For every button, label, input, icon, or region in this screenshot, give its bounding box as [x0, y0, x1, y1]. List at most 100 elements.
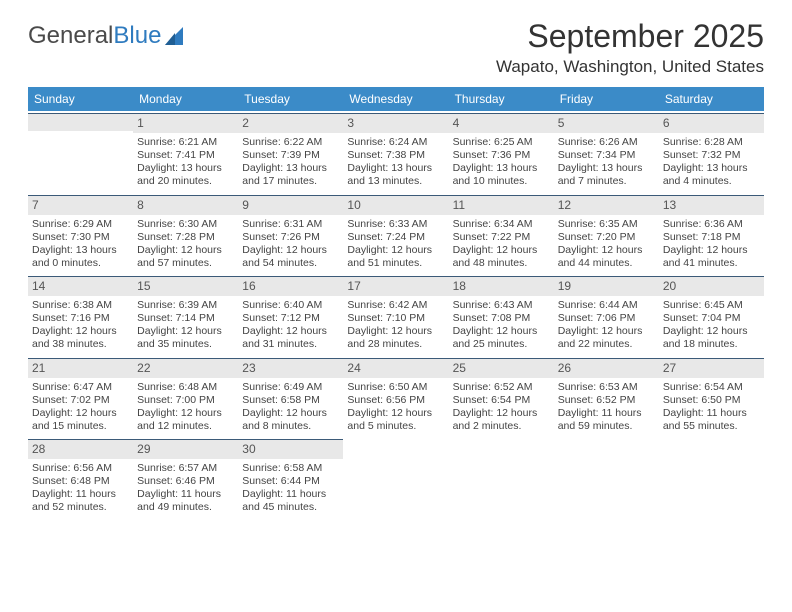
dow-header: Wednesday	[343, 87, 448, 111]
day-cell: 9Sunrise: 6:31 AMSunset: 7:26 PMDaylight…	[238, 193, 343, 275]
day-number: 19	[554, 276, 659, 296]
day-cell: 28Sunrise: 6:56 AMSunset: 6:48 PMDayligh…	[28, 437, 133, 519]
day-cell	[659, 437, 764, 519]
sunset-text: Sunset: 7:02 PM	[32, 394, 129, 407]
day-number: 16	[238, 276, 343, 296]
day-cell: 12Sunrise: 6:35 AMSunset: 7:20 PMDayligh…	[554, 193, 659, 275]
day-cell: 6Sunrise: 6:28 AMSunset: 7:32 PMDaylight…	[659, 111, 764, 193]
day-number: 29	[133, 439, 238, 459]
day-cell: 25Sunrise: 6:52 AMSunset: 6:54 PMDayligh…	[449, 356, 554, 438]
day-cell: 23Sunrise: 6:49 AMSunset: 6:58 PMDayligh…	[238, 356, 343, 438]
sunset-text: Sunset: 7:38 PM	[347, 149, 444, 162]
day-cell: 2Sunrise: 6:22 AMSunset: 7:39 PMDaylight…	[238, 111, 343, 193]
sunrise-text: Sunrise: 6:40 AM	[242, 299, 339, 312]
sunset-text: Sunset: 7:26 PM	[242, 231, 339, 244]
sunrise-text: Sunrise: 6:42 AM	[347, 299, 444, 312]
day-number: 10	[343, 195, 448, 215]
sunset-text: Sunset: 7:20 PM	[558, 231, 655, 244]
daylight-text: Daylight: 12 hours and 48 minutes.	[453, 244, 550, 270]
sunset-text: Sunset: 7:00 PM	[137, 394, 234, 407]
sunrise-text: Sunrise: 6:21 AM	[137, 136, 234, 149]
day-number: 15	[133, 276, 238, 296]
day-number: 27	[659, 358, 764, 378]
dow-row: SundayMondayTuesdayWednesdayThursdayFrid…	[28, 87, 764, 111]
day-number: 18	[449, 276, 554, 296]
sunset-text: Sunset: 7:28 PM	[137, 231, 234, 244]
sunset-text: Sunset: 7:06 PM	[558, 312, 655, 325]
daylight-text: Daylight: 12 hours and 12 minutes.	[137, 407, 234, 433]
sunset-text: Sunset: 7:04 PM	[663, 312, 760, 325]
sunset-text: Sunset: 6:56 PM	[347, 394, 444, 407]
day-number: 28	[28, 439, 133, 459]
daylight-text: Daylight: 13 hours and 0 minutes.	[32, 244, 129, 270]
day-cell: 1Sunrise: 6:21 AMSunset: 7:41 PMDaylight…	[133, 111, 238, 193]
sunrise-text: Sunrise: 6:50 AM	[347, 381, 444, 394]
day-cell: 14Sunrise: 6:38 AMSunset: 7:16 PMDayligh…	[28, 274, 133, 356]
sunset-text: Sunset: 7:14 PM	[137, 312, 234, 325]
day-cell: 8Sunrise: 6:30 AMSunset: 7:28 PMDaylight…	[133, 193, 238, 275]
sunrise-text: Sunrise: 6:36 AM	[663, 218, 760, 231]
sunset-text: Sunset: 6:46 PM	[137, 475, 234, 488]
empty-day-header	[28, 113, 133, 131]
sunset-text: Sunset: 7:18 PM	[663, 231, 760, 244]
day-cell	[343, 437, 448, 519]
sunset-text: Sunset: 7:30 PM	[32, 231, 129, 244]
daylight-text: Daylight: 11 hours and 45 minutes.	[242, 488, 339, 514]
day-number: 9	[238, 195, 343, 215]
daylight-text: Daylight: 11 hours and 59 minutes.	[558, 407, 655, 433]
sunset-text: Sunset: 7:36 PM	[453, 149, 550, 162]
daylight-text: Daylight: 12 hours and 35 minutes.	[137, 325, 234, 351]
logo-sail-icon	[163, 25, 189, 47]
day-number: 23	[238, 358, 343, 378]
day-number: 22	[133, 358, 238, 378]
week-row: 21Sunrise: 6:47 AMSunset: 7:02 PMDayligh…	[28, 356, 764, 438]
daylight-text: Daylight: 12 hours and 8 minutes.	[242, 407, 339, 433]
sunrise-text: Sunrise: 6:52 AM	[453, 381, 550, 394]
day-number: 17	[343, 276, 448, 296]
sunset-text: Sunset: 6:48 PM	[32, 475, 129, 488]
daylight-text: Daylight: 11 hours and 49 minutes.	[137, 488, 234, 514]
daylight-text: Daylight: 12 hours and 44 minutes.	[558, 244, 655, 270]
day-number: 30	[238, 439, 343, 459]
daylight-text: Daylight: 12 hours and 54 minutes.	[242, 244, 339, 270]
day-cell: 10Sunrise: 6:33 AMSunset: 7:24 PMDayligh…	[343, 193, 448, 275]
day-cell: 26Sunrise: 6:53 AMSunset: 6:52 PMDayligh…	[554, 356, 659, 438]
day-cell	[449, 437, 554, 519]
sunset-text: Sunset: 7:10 PM	[347, 312, 444, 325]
week-row: 28Sunrise: 6:56 AMSunset: 6:48 PMDayligh…	[28, 437, 764, 519]
calendar-page: GeneralBlue September 2025 Wapato, Washi…	[0, 0, 792, 529]
day-number: 20	[659, 276, 764, 296]
sunrise-text: Sunrise: 6:22 AM	[242, 136, 339, 149]
daylight-text: Daylight: 13 hours and 10 minutes.	[453, 162, 550, 188]
daylight-text: Daylight: 12 hours and 5 minutes.	[347, 407, 444, 433]
title-block: September 2025 Wapato, Washington, Unite…	[496, 18, 764, 77]
day-cell: 17Sunrise: 6:42 AMSunset: 7:10 PMDayligh…	[343, 274, 448, 356]
sunrise-text: Sunrise: 6:43 AM	[453, 299, 550, 312]
day-number: 12	[554, 195, 659, 215]
sunset-text: Sunset: 6:52 PM	[558, 394, 655, 407]
dow-header: Saturday	[659, 87, 764, 111]
day-cell	[28, 111, 133, 193]
day-number: 21	[28, 358, 133, 378]
daylight-text: Daylight: 12 hours and 18 minutes.	[663, 325, 760, 351]
day-cell: 27Sunrise: 6:54 AMSunset: 6:50 PMDayligh…	[659, 356, 764, 438]
sunrise-text: Sunrise: 6:44 AM	[558, 299, 655, 312]
sunrise-text: Sunrise: 6:34 AM	[453, 218, 550, 231]
day-number: 11	[449, 195, 554, 215]
day-cell: 16Sunrise: 6:40 AMSunset: 7:12 PMDayligh…	[238, 274, 343, 356]
daylight-text: Daylight: 12 hours and 57 minutes.	[137, 244, 234, 270]
dow-header: Tuesday	[238, 87, 343, 111]
calendar: SundayMondayTuesdayWednesdayThursdayFrid…	[28, 87, 764, 519]
sunrise-text: Sunrise: 6:29 AM	[32, 218, 129, 231]
dow-header: Friday	[554, 87, 659, 111]
day-cell: 19Sunrise: 6:44 AMSunset: 7:06 PMDayligh…	[554, 274, 659, 356]
sunrise-text: Sunrise: 6:24 AM	[347, 136, 444, 149]
sunset-text: Sunset: 7:22 PM	[453, 231, 550, 244]
day-number: 3	[343, 113, 448, 133]
day-number: 7	[28, 195, 133, 215]
day-cell: 24Sunrise: 6:50 AMSunset: 6:56 PMDayligh…	[343, 356, 448, 438]
sunrise-text: Sunrise: 6:58 AM	[242, 462, 339, 475]
daylight-text: Daylight: 12 hours and 31 minutes.	[242, 325, 339, 351]
sunset-text: Sunset: 6:58 PM	[242, 394, 339, 407]
sunset-text: Sunset: 6:44 PM	[242, 475, 339, 488]
